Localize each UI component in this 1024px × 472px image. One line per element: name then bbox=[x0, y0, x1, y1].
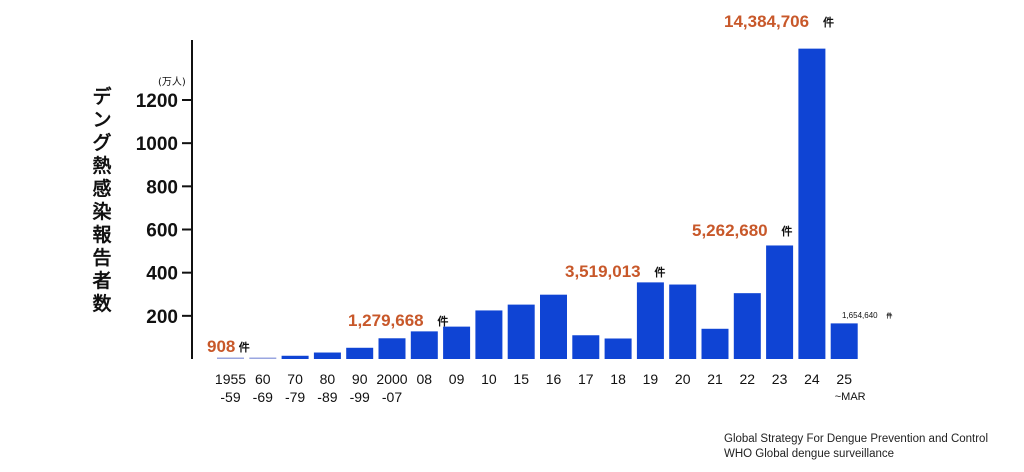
x-tick-label: 22 bbox=[740, 371, 756, 387]
bar bbox=[217, 357, 244, 359]
x-tick-label: 23 bbox=[772, 371, 788, 387]
bar bbox=[378, 338, 406, 359]
y-tick-label: 1000 bbox=[136, 134, 178, 155]
annotation-unit: 件 bbox=[654, 265, 665, 279]
x-tick-label-line2: ~MAR bbox=[835, 391, 866, 403]
annotation-value: 5,262,680 bbox=[692, 221, 768, 240]
bar bbox=[701, 328, 729, 359]
bar bbox=[766, 245, 794, 359]
annotation-value: 3,519,013 bbox=[565, 262, 641, 281]
y-tick-label: 400 bbox=[146, 264, 178, 285]
y-axis: 200 400 600 800 1000 1200 bbox=[136, 40, 193, 359]
x-tick-label-line2: -69 bbox=[253, 389, 273, 405]
x-tick-label: 18 bbox=[610, 371, 626, 387]
annotation-unit: 件 bbox=[886, 312, 892, 320]
x-tick-label: 16 bbox=[546, 371, 562, 387]
bar bbox=[669, 284, 697, 359]
x-tick-label: 15 bbox=[513, 371, 529, 387]
x-tick-label: 09 bbox=[449, 371, 465, 387]
annotation-unit: 件 bbox=[437, 314, 448, 328]
x-tick-label-line2: -59 bbox=[220, 389, 240, 405]
bar-annotations: 908 件 1,279,668 件 3,519,013 件 5,262,680 件 14,384… bbox=[207, 12, 892, 356]
bar bbox=[636, 282, 664, 359]
bar bbox=[830, 323, 858, 359]
x-axis-labels: 1955 -59 60 -69 70 -79 80 -89 90 -99 2000 -07 08 09 10… bbox=[215, 371, 866, 405]
x-tick-label: 20 bbox=[675, 371, 691, 387]
bar bbox=[507, 304, 535, 359]
annotation-value: 1,279,668 bbox=[348, 311, 424, 330]
bar bbox=[572, 335, 600, 359]
y-tick-label: 800 bbox=[146, 177, 178, 198]
x-tick-label-line2: -99 bbox=[350, 389, 370, 405]
bar bbox=[281, 355, 309, 359]
x-tick-label: 70 bbox=[287, 371, 303, 387]
x-tick-label: 25 bbox=[836, 371, 852, 387]
x-tick-label: 24 bbox=[804, 371, 820, 387]
x-tick-label: 2000 bbox=[376, 371, 407, 387]
y-tick-label: 600 bbox=[146, 221, 178, 242]
y-tick-label: 1200 bbox=[136, 91, 178, 112]
bar bbox=[410, 331, 438, 359]
bar bbox=[540, 294, 567, 359]
bar bbox=[443, 326, 471, 359]
annotation-value: 1,654,640 bbox=[842, 311, 878, 320]
bar bbox=[346, 347, 374, 359]
x-tick-label: 17 bbox=[578, 371, 594, 387]
x-tick-label: 60 bbox=[255, 371, 271, 387]
x-tick-label: 19 bbox=[643, 371, 659, 387]
bar bbox=[604, 338, 632, 359]
x-tick-label: 90 bbox=[352, 371, 368, 387]
x-tick-label: 08 bbox=[417, 371, 433, 387]
x-tick-label: 21 bbox=[707, 371, 723, 387]
x-tick-label-line2: -79 bbox=[285, 389, 305, 405]
bars bbox=[217, 48, 858, 360]
bar bbox=[733, 293, 761, 359]
y-axis-title: デング熱感染報告者数 bbox=[92, 86, 112, 315]
annotation-unit: 件 bbox=[239, 340, 250, 354]
x-tick-label: 80 bbox=[320, 371, 336, 387]
x-tick-label: 10 bbox=[481, 371, 497, 387]
x-tick-label: 1955 bbox=[215, 371, 246, 387]
bar bbox=[313, 352, 341, 359]
source-line-1: Global Strategy For Dengue Prevention an… bbox=[724, 433, 989, 445]
source-line-2: WHO Global dengue surveillance bbox=[724, 448, 895, 460]
bar bbox=[249, 357, 277, 359]
bar bbox=[798, 48, 826, 360]
annotation-value: 14,384,706 bbox=[724, 12, 809, 31]
y-tick-label: 200 bbox=[146, 307, 178, 328]
x-tick-label-line2: -89 bbox=[317, 389, 337, 405]
source-note: Global Strategy For Dengue Prevention an… bbox=[724, 432, 988, 462]
annotation-value: 908 bbox=[207, 337, 235, 356]
x-tick-label-line2: -07 bbox=[382, 389, 402, 405]
y-axis-unit: (万人) bbox=[158, 77, 186, 88]
annotation-unit: 件 bbox=[781, 224, 792, 238]
annotation-unit: 件 bbox=[823, 15, 834, 29]
bar bbox=[475, 310, 503, 359]
